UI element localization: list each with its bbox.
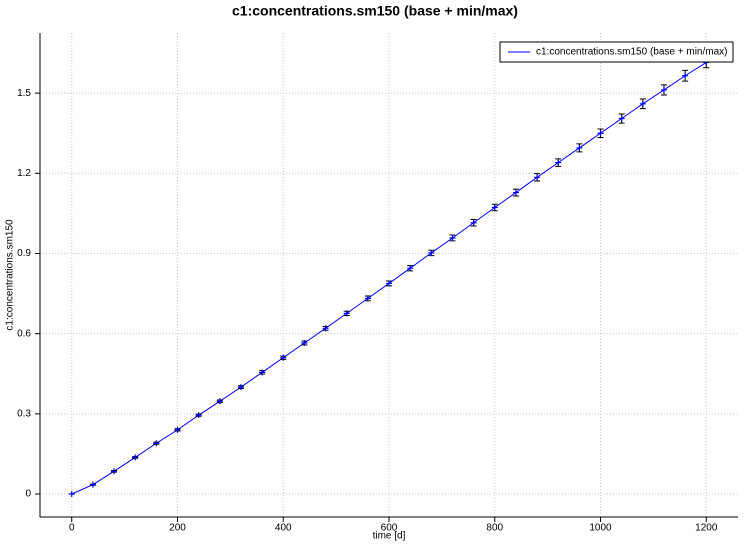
marker [660,86,667,93]
y-tick-label: 0 [25,489,31,500]
marker [555,159,562,166]
marker [449,234,456,241]
y-axis-label: c1:concentrations.sm150 [5,219,16,331]
chart-title: c1:concentrations.sm150 (base + min/max) [232,3,518,19]
legend-label: c1:concentrations.sm150 (base + min/max) [536,47,727,58]
marker [322,325,329,332]
marker [512,189,519,196]
marker [174,426,181,433]
marker [153,440,160,447]
y-tick-label: 0.9 [17,248,31,259]
y-tick-label: 1.5 [17,88,31,99]
marker [195,412,202,419]
marker [132,454,139,461]
marker [216,398,223,405]
marker [259,369,266,376]
marker [364,295,371,302]
marker [343,310,350,317]
x-tick-label: 0 [69,523,75,534]
marker [597,130,604,137]
marker [576,144,583,151]
x-tick-label: 600 [381,523,398,534]
y-tick-label: 0.3 [17,408,31,419]
marker [618,115,625,122]
marker [470,219,477,226]
x-axis-label: time [d] [373,531,406,542]
x-tick-label: 800 [486,523,503,534]
marker [89,481,96,488]
marker [301,340,308,347]
marker [682,72,689,79]
marker [280,354,287,361]
marker [68,491,75,498]
y-tick-label: 0.6 [17,328,31,339]
x-tick-label: 400 [275,523,292,534]
x-tick-label: 1000 [589,523,612,534]
x-tick-label: 200 [169,523,186,534]
x-tick-label: 1200 [695,523,718,534]
legend-box [499,41,734,63]
marker [491,204,498,211]
marker [386,280,392,287]
marker [639,100,646,107]
marker [428,249,435,256]
marker [111,468,118,475]
marker [237,384,244,391]
y-tick-label: 1.2 [17,168,31,179]
marker [534,174,541,181]
marker [407,265,414,272]
